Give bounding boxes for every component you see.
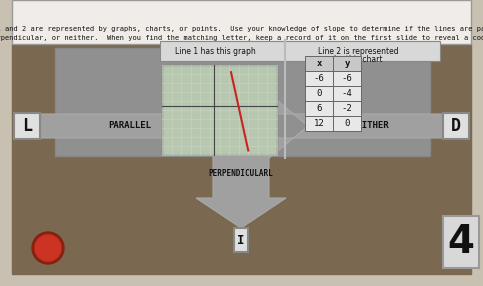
Text: Lines 1 and 2 are represented by graphs, charts, or points.  Use your knowledge : Lines 1 and 2 are represented by graphs,…	[0, 26, 483, 32]
Bar	[333, 116, 361, 131]
FancyBboxPatch shape	[14, 113, 40, 139]
Text: 12: 12	[313, 119, 325, 128]
Polygon shape	[38, 93, 255, 159]
FancyBboxPatch shape	[55, 48, 430, 156]
Text: 6: 6	[316, 104, 322, 113]
Polygon shape	[268, 93, 445, 159]
Bar	[162, 65, 277, 155]
Circle shape	[35, 235, 61, 261]
Text: Line 1 has this graph: Line 1 has this graph	[175, 47, 256, 55]
Bar	[305, 116, 333, 131]
Bar	[12, 44, 471, 274]
Bar	[333, 56, 361, 71]
Bar	[333, 71, 361, 86]
Text: D: D	[451, 117, 461, 135]
Text: 0: 0	[344, 119, 350, 128]
Bar	[305, 56, 333, 71]
Bar	[305, 71, 333, 86]
Bar	[305, 101, 333, 116]
Text: PARALLEL: PARALLEL	[109, 122, 152, 130]
FancyBboxPatch shape	[443, 216, 479, 268]
Text: by this chart: by this chart	[334, 55, 382, 65]
Text: Line 2 is represented: Line 2 is represented	[318, 47, 398, 55]
FancyBboxPatch shape	[160, 41, 440, 61]
Text: x: x	[316, 59, 322, 68]
Text: NEITHER: NEITHER	[351, 122, 389, 130]
Text: I: I	[237, 233, 245, 247]
Text: -6: -6	[313, 74, 325, 83]
Text: 4: 4	[448, 223, 474, 261]
Circle shape	[32, 232, 64, 264]
Bar	[305, 86, 333, 101]
Text: perpendicular, or neither.  When you find the matching letter, keep a record of : perpendicular, or neither. When you find…	[0, 35, 483, 41]
Text: -2: -2	[341, 104, 353, 113]
Polygon shape	[196, 156, 286, 228]
Text: PERPENDICULARL: PERPENDICULARL	[209, 170, 273, 178]
FancyBboxPatch shape	[443, 113, 469, 139]
Bar	[333, 101, 361, 116]
FancyBboxPatch shape	[12, 0, 471, 44]
Text: -6: -6	[341, 74, 353, 83]
Text: y: y	[344, 59, 350, 68]
Text: -4: -4	[341, 89, 353, 98]
Bar	[333, 86, 361, 101]
FancyBboxPatch shape	[234, 228, 248, 252]
Text: 0: 0	[316, 89, 322, 98]
Text: L: L	[22, 117, 32, 135]
